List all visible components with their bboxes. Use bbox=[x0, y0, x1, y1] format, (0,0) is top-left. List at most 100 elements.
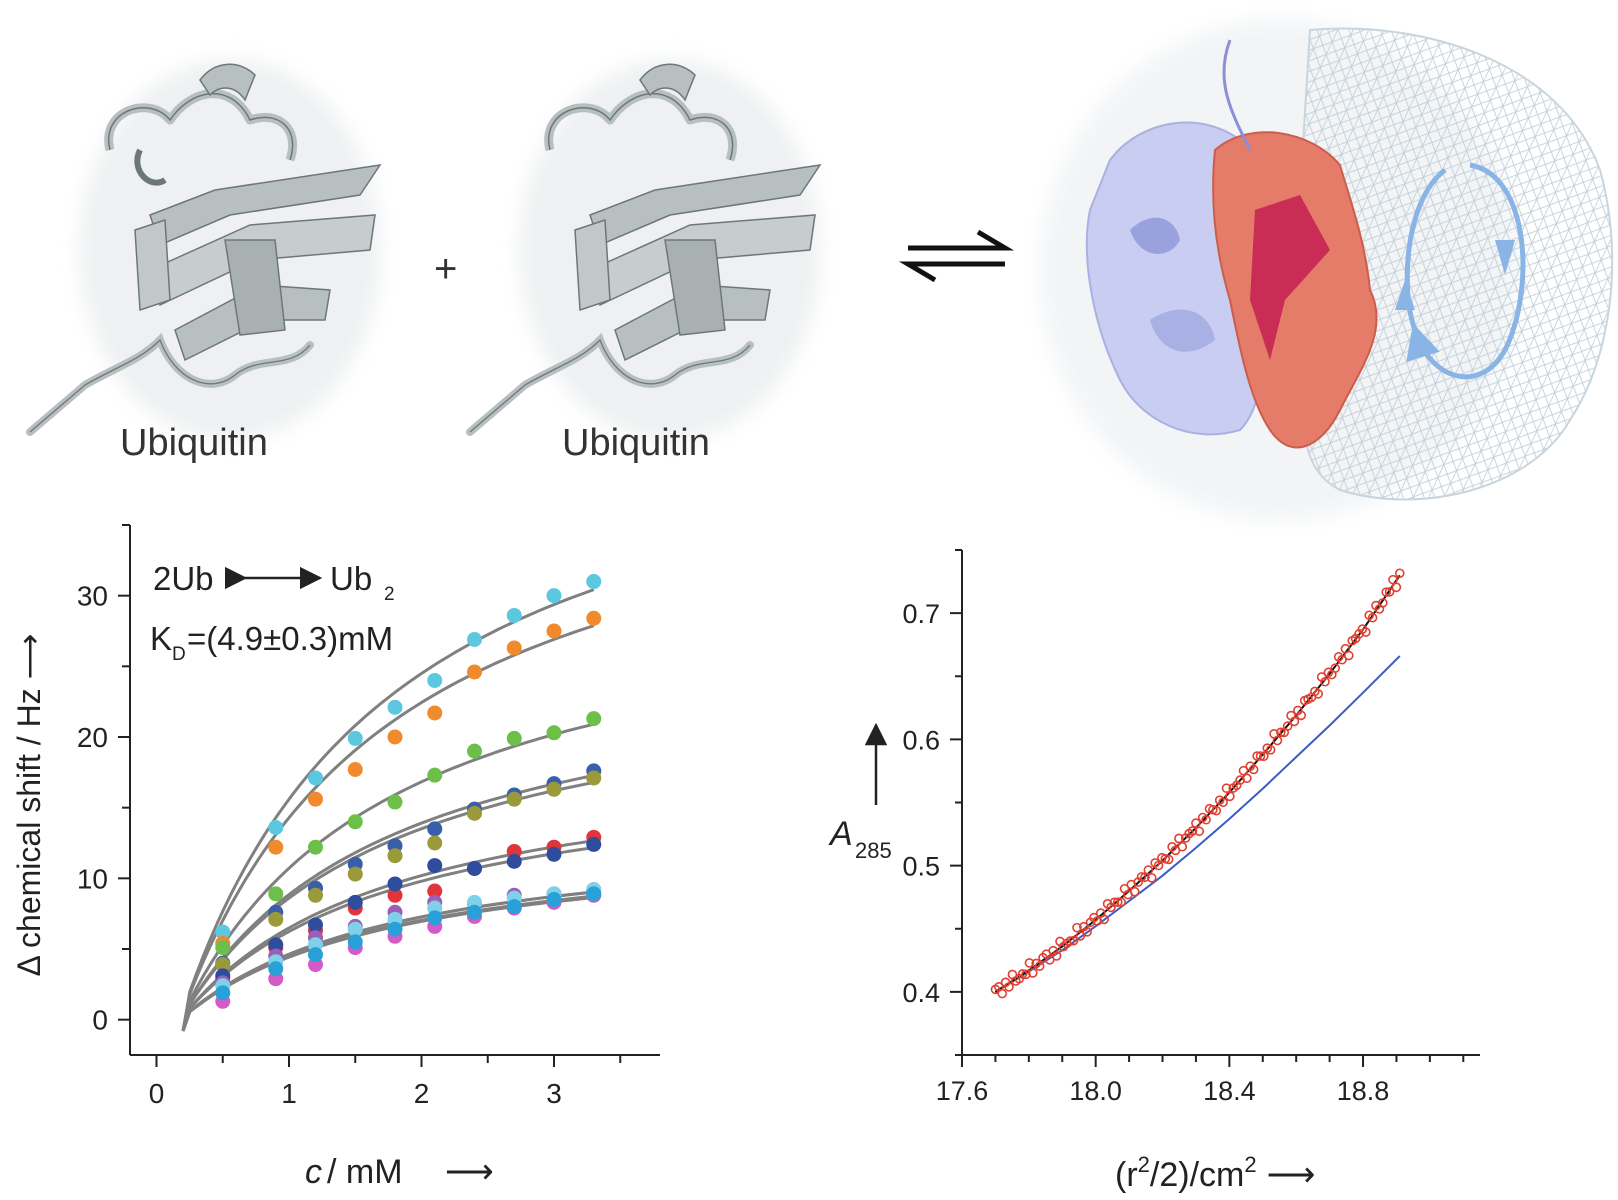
chart2-data-point bbox=[1248, 764, 1259, 775]
chart2-data-point bbox=[1337, 654, 1347, 665]
chart2-data-point bbox=[1068, 935, 1079, 946]
chart1-data-point bbox=[308, 917, 323, 933]
chart1-data-point bbox=[308, 947, 323, 963]
chart1-data-point bbox=[268, 911, 284, 927]
ubiquitin-dimer-surface-icon bbox=[1040, 20, 1614, 520]
chart1-data-point bbox=[268, 886, 284, 902]
chart2-data-point bbox=[1187, 826, 1198, 836]
plus-sign: + bbox=[434, 247, 457, 291]
chart2-data-point bbox=[1238, 765, 1249, 776]
chart1-x-tick-label: 2 bbox=[414, 1078, 430, 1109]
reaction-scheme: Ubiquitin + Ubiquitin bbox=[26, 20, 1614, 520]
chart1-data-point bbox=[308, 887, 323, 903]
chart1-data-point bbox=[427, 767, 443, 783]
chart2-data-point bbox=[1381, 587, 1392, 597]
chart2-data-point bbox=[1017, 969, 1028, 979]
chart2-data-point bbox=[1116, 897, 1126, 907]
chart1-fit-curve bbox=[181, 846, 594, 1032]
chart2-y-axis-label: A 285 bbox=[828, 722, 892, 863]
chart1-data-point bbox=[506, 791, 522, 807]
chart2-fit-curve bbox=[994, 574, 1401, 993]
chart1-data-point bbox=[427, 705, 443, 721]
chart2-x-tick-label: 17.6 bbox=[936, 1076, 989, 1106]
chart1-data-point bbox=[506, 607, 522, 623]
chart2-data-point bbox=[1367, 612, 1378, 623]
chart2-data-point bbox=[1034, 961, 1045, 972]
chart2-data-point bbox=[1235, 775, 1245, 785]
sedimentation-chart: 17.6 18.0 18.4 18.80.40.50.60.7 A 285 (r2/2… bbox=[828, 549, 1480, 1194]
chart1-data-point bbox=[586, 610, 602, 626]
chart1-y-tick-label: 10 bbox=[77, 863, 108, 894]
chart2-data-point bbox=[1163, 854, 1174, 865]
chart2-data-point bbox=[1099, 914, 1109, 925]
chart1-data-point bbox=[215, 985, 231, 1001]
chart2-data-point bbox=[1320, 676, 1330, 687]
chart2-data-point bbox=[1296, 710, 1307, 721]
chart2-data-point bbox=[1289, 716, 1300, 727]
chart1-data-point bbox=[546, 892, 562, 908]
chart1-fit-curve bbox=[181, 588, 595, 1032]
chart1-x-tick-label: 0 bbox=[149, 1078, 165, 1109]
chart1-data-point bbox=[347, 730, 363, 746]
chart2-data-point bbox=[1024, 958, 1035, 968]
chart1-data-point bbox=[268, 819, 284, 835]
chart2-data-point bbox=[1242, 773, 1252, 784]
chart1-data-point bbox=[467, 664, 482, 680]
chart2-data-point bbox=[1065, 936, 1075, 946]
chart1-data-point bbox=[506, 730, 522, 746]
chart2-data-point bbox=[1129, 886, 1140, 897]
chart1-data-point bbox=[308, 770, 323, 786]
chart2-data-point bbox=[1004, 982, 1014, 992]
chart2-data-point bbox=[1194, 826, 1205, 837]
chart2-y-tick-label: 0.7 bbox=[902, 599, 940, 629]
chart2-x-arrow: ⟶ bbox=[1267, 1156, 1316, 1194]
chart2-x-tick-label: 18.0 bbox=[1069, 1076, 1122, 1106]
chart1-data-point bbox=[586, 711, 602, 727]
chart2-curves bbox=[994, 574, 1401, 993]
chart2-data-point bbox=[1136, 872, 1147, 882]
chart2-data-point bbox=[1394, 568, 1405, 579]
chart1-data-point bbox=[347, 762, 363, 778]
chart1-fit-curve bbox=[181, 722, 595, 1032]
chart1-data-point bbox=[268, 961, 284, 977]
chart2-data-point bbox=[1146, 873, 1157, 883]
chart1-x-tick-label: 3 bbox=[546, 1078, 562, 1109]
chart2-data-points bbox=[990, 568, 1405, 999]
chart1-x-unit: / mM bbox=[327, 1153, 403, 1191]
chart2-x-main: (r bbox=[1115, 1156, 1138, 1194]
chart1-data-point bbox=[387, 921, 403, 937]
chart1-data-point bbox=[467, 860, 482, 876]
reaction-right-subscript: 2 bbox=[384, 584, 395, 605]
chart2-data-point bbox=[1044, 955, 1055, 965]
chart1-data-point bbox=[427, 835, 443, 851]
chart1-data-point bbox=[546, 725, 562, 741]
chart1-data-point bbox=[387, 887, 403, 903]
chart2-data-point bbox=[1255, 751, 1266, 761]
chart1-data-point bbox=[308, 839, 323, 855]
chart1-fit-curve bbox=[181, 781, 595, 1032]
ubiquitin-ribbon-left-icon bbox=[26, 60, 382, 440]
chart2-x-text: (r2/2)/cm2 ⟶ bbox=[1115, 1152, 1315, 1194]
chart2-data-point bbox=[1201, 814, 1211, 825]
chart1-y-tick-label: 30 bbox=[77, 581, 108, 612]
chart2-data-point bbox=[1021, 969, 1031, 980]
chart1-data-point bbox=[506, 899, 522, 915]
chart2-data-point bbox=[1027, 968, 1038, 978]
chart1-y-tick-label: 20 bbox=[77, 722, 108, 753]
chart1-data-point bbox=[467, 631, 482, 647]
reaction-left: 2Ub bbox=[153, 560, 214, 597]
chart1-data-point bbox=[427, 910, 443, 926]
chart1-data-point bbox=[387, 848, 403, 864]
chart2-x-tick-label: 18.8 bbox=[1337, 1076, 1390, 1106]
chart2-data-point bbox=[1211, 805, 1222, 816]
chart2-x-sup: 2 bbox=[1138, 1152, 1150, 1177]
chart1-data-point bbox=[347, 894, 363, 910]
chart2-data-point bbox=[1282, 721, 1293, 731]
chart1-data-point bbox=[308, 791, 323, 807]
chart2-data-point bbox=[1388, 574, 1398, 585]
chart1-data-point bbox=[467, 805, 482, 821]
chart1-data-point bbox=[586, 836, 602, 852]
chart2-data-point bbox=[1221, 783, 1232, 793]
chart1-data-point bbox=[268, 937, 284, 953]
